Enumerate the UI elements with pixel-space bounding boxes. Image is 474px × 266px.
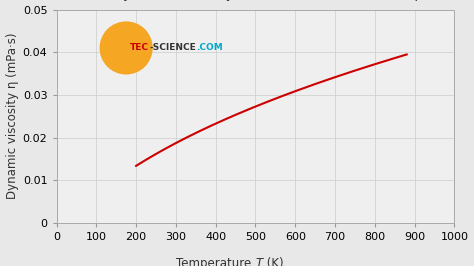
Text: as a function of temperature: as a function of temperature — [276, 0, 472, 1]
Text: TEC: TEC — [130, 43, 149, 52]
Text: .COM: .COM — [196, 43, 223, 52]
Text: air: air — [255, 0, 276, 1]
Text: Temperature: Temperature — [176, 257, 255, 266]
Text: (K): (K) — [263, 257, 283, 266]
Text: Dynamic viscosity of: Dynamic viscosity of — [113, 0, 255, 1]
Text: -SCIENCE: -SCIENCE — [149, 43, 196, 52]
Ellipse shape — [100, 22, 152, 74]
Y-axis label: Dynamic viscosity η (mPa·s): Dynamic viscosity η (mPa·s) — [6, 33, 18, 200]
Text: T: T — [255, 257, 263, 266]
